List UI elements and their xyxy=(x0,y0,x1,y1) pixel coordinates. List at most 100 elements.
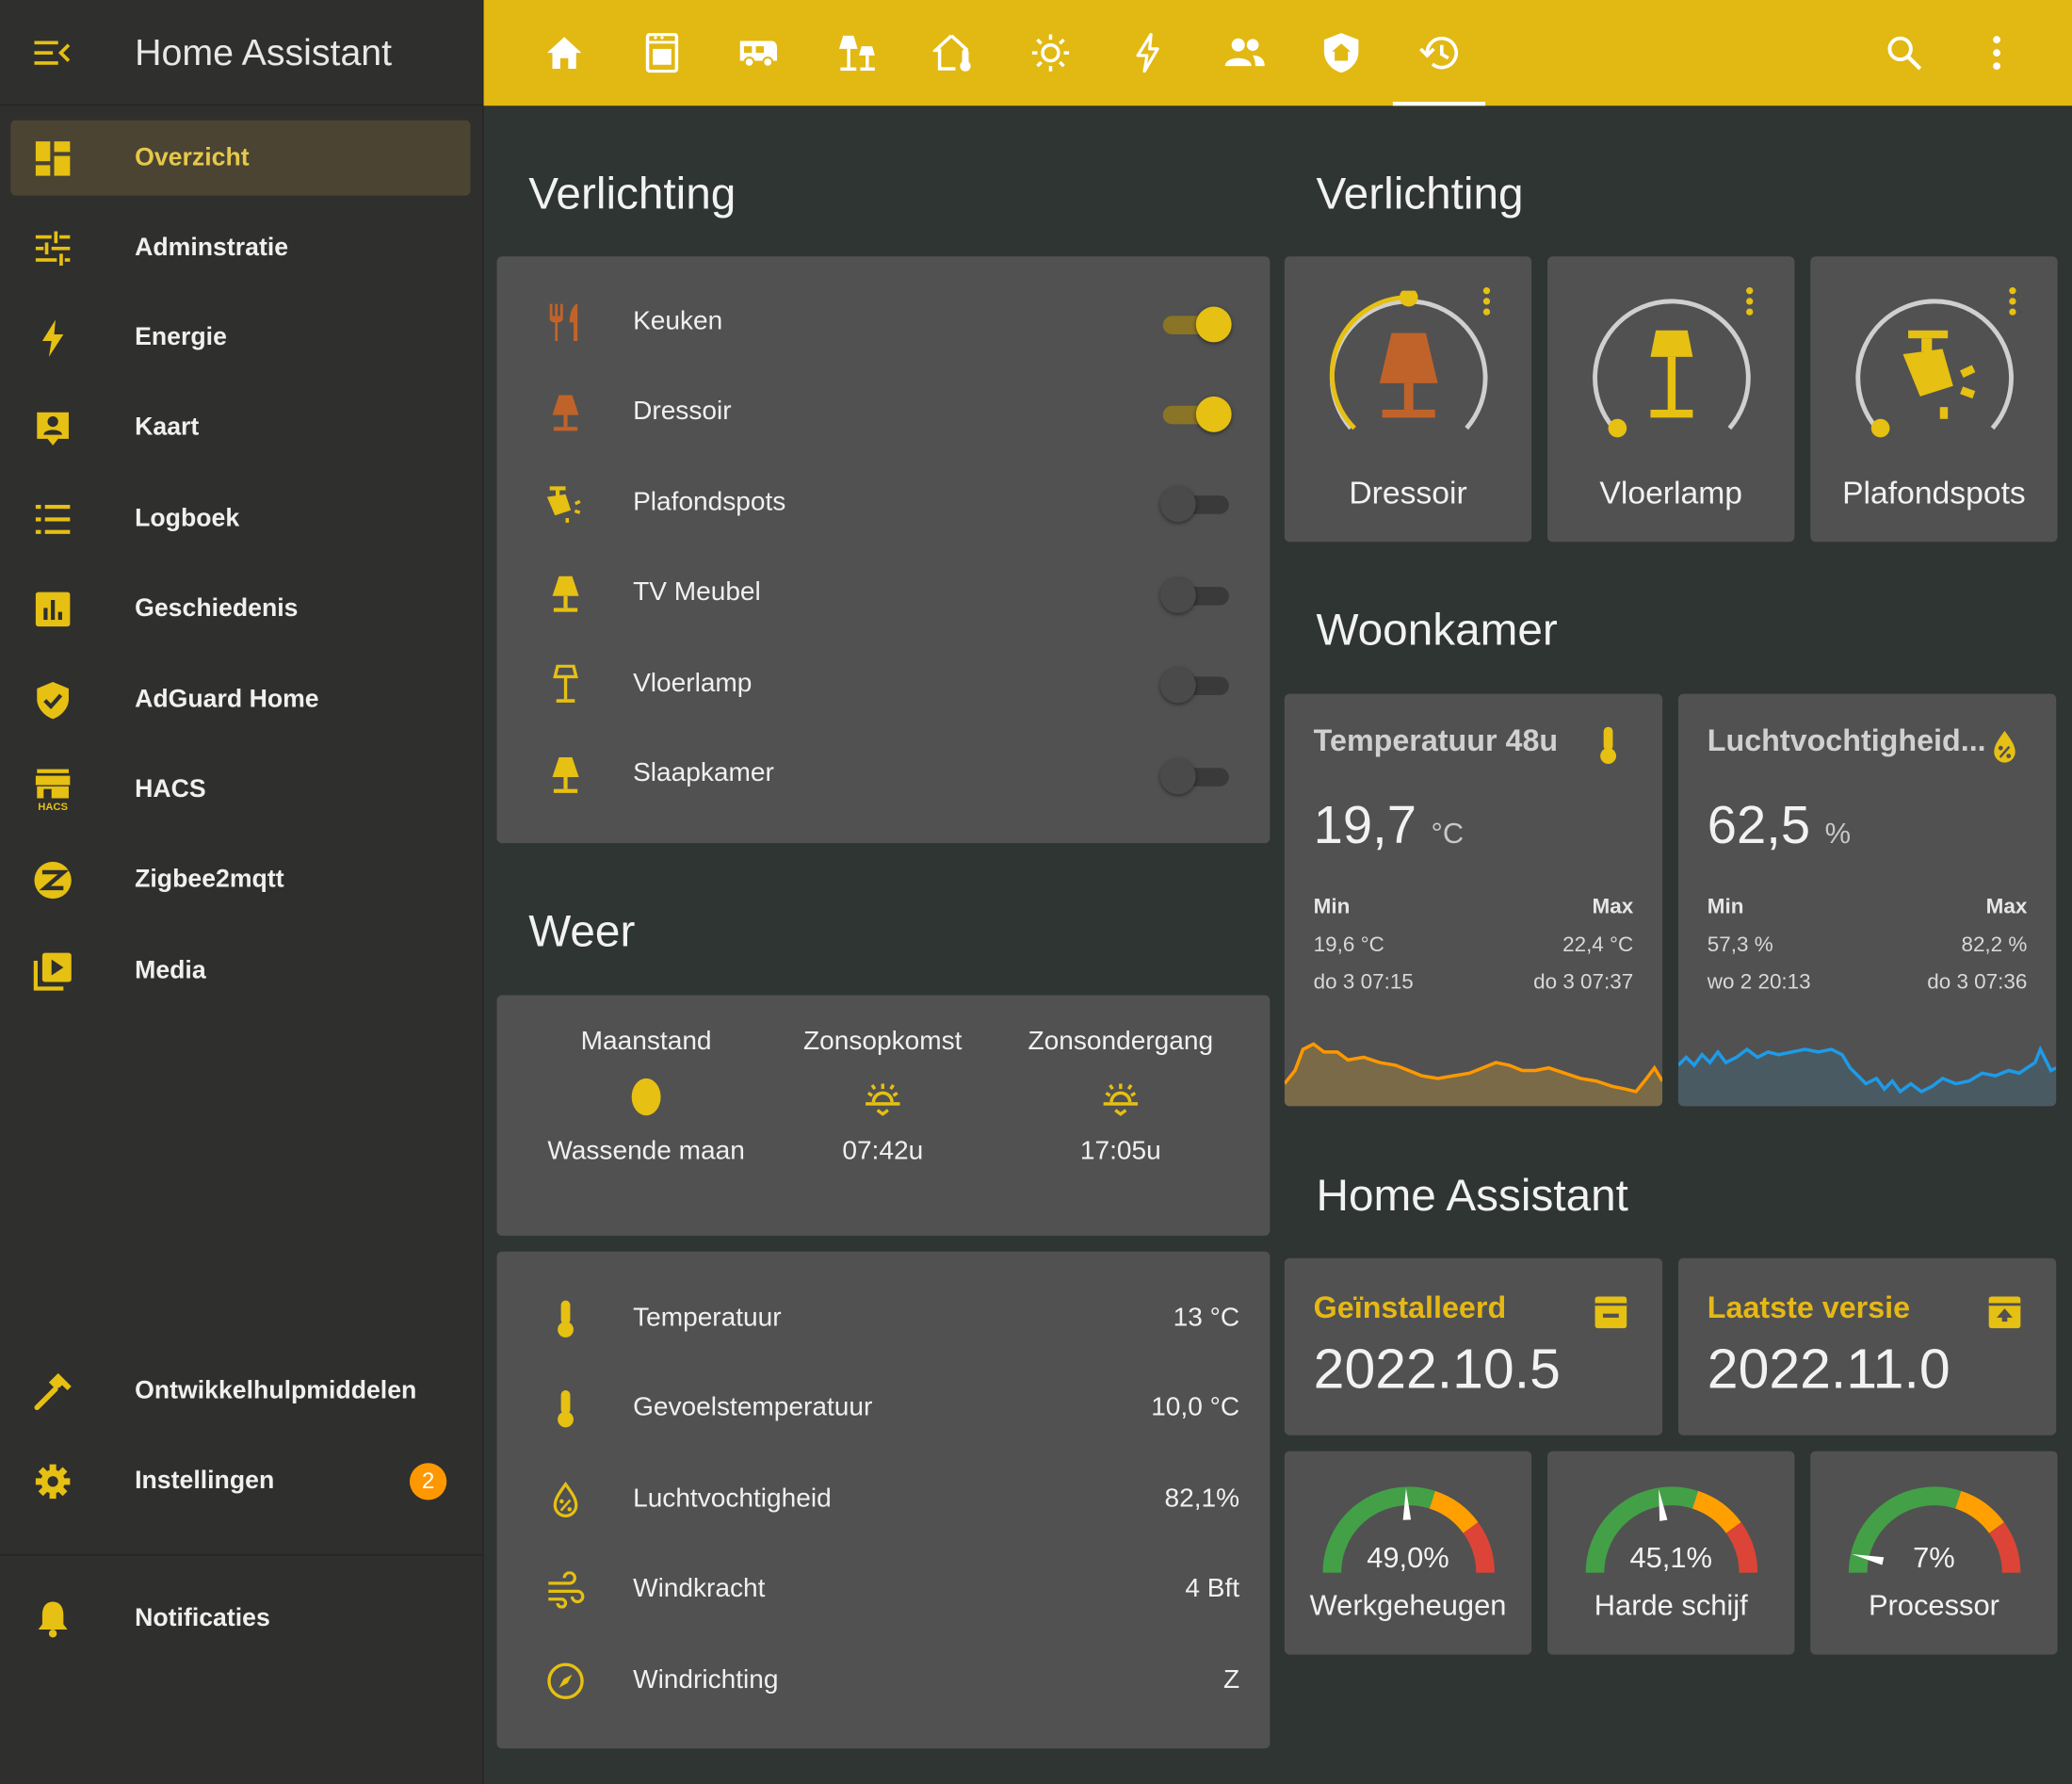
home-thermometer-icon xyxy=(932,34,971,72)
more-vertical-icon[interactable] xyxy=(1479,285,1495,322)
light-row-label: Plafondspots xyxy=(633,487,786,517)
gauge-needle xyxy=(1402,1487,1412,1520)
brightness-dial[interactable] xyxy=(1321,290,1496,439)
sidebar-item-overzicht[interactable]: Overzicht xyxy=(10,120,471,196)
home-shield-icon xyxy=(1323,33,1359,73)
brightness-knob[interactable] xyxy=(1870,418,1890,438)
lamp-icon xyxy=(552,756,579,793)
lamps-icon xyxy=(838,35,875,72)
sidebar-item-instellingen[interactable]: Instellingen 2 xyxy=(10,1443,470,1518)
max-time: do 3 07:36 xyxy=(1927,971,2028,995)
more-vertical-icon[interactable] xyxy=(2005,285,2021,322)
menu-collapse-icon xyxy=(34,40,71,65)
max-time: do 3 07:37 xyxy=(1533,971,1634,995)
sensor-card-humidity[interactable]: Luchtvochtigheid... 62,5 % Min Max 57,3 … xyxy=(1677,693,2057,1107)
wall-oven-icon xyxy=(645,33,679,73)
water-percent-icon xyxy=(1994,730,2015,763)
vloerlamp-toggle[interactable] xyxy=(1159,663,1232,705)
sidebar-item-geschiedenis[interactable]: Geschiedenis xyxy=(10,571,470,646)
slaapkamer-toggle[interactable] xyxy=(1159,754,1232,797)
tab-weather[interactable] xyxy=(1004,0,1096,105)
min-time: do 3 07:15 xyxy=(1313,971,1414,995)
sidebar-item-ontwikkelhulpmiddelen[interactable]: Ontwikkelhulpmiddelen xyxy=(10,1354,470,1429)
brightness-dial[interactable] xyxy=(1584,291,1758,439)
dressoir-toggle[interactable] xyxy=(1160,393,1232,435)
thermometer-icon xyxy=(558,1300,574,1338)
light-tile-dressoir[interactable]: Dressoir xyxy=(1284,256,1532,543)
weather-row-value: 13 °C xyxy=(1173,1303,1240,1333)
tab-people[interactable] xyxy=(1199,0,1291,105)
gauge-dial xyxy=(1585,1486,1758,1574)
sensor-value: 62,5 % xyxy=(1708,797,1851,856)
light-row-icon xyxy=(544,573,587,615)
light-tile-name: Vloerlamp xyxy=(1599,476,1743,511)
keuken-toggle[interactable] xyxy=(1160,302,1232,345)
light-tile-plafondspots[interactable]: Plafondspots xyxy=(1810,256,2058,543)
sidebar-item-notificaties[interactable]: Notificaties xyxy=(10,1581,470,1656)
section-heading-weer: Weer xyxy=(528,906,636,957)
light-row-icon xyxy=(544,391,587,433)
sidebar-item-energie[interactable]: Energie xyxy=(10,300,470,376)
brightness-dial[interactable] xyxy=(1848,291,2022,439)
more-vertical-icon[interactable] xyxy=(1741,285,1757,322)
max-value: 82,2 % xyxy=(1961,933,2028,957)
sensor-card-temperature[interactable]: Temperatuur 48u 19,7 °C Min Max 19,6 °C … xyxy=(1284,693,1663,1107)
sidebar-item-hacs[interactable]: HACS HACS xyxy=(10,752,470,827)
brightness-knob[interactable] xyxy=(1608,418,1627,438)
sidebar-item-logboek[interactable]: Logboek xyxy=(10,481,470,557)
sidebar-item-adguard[interactable]: AdGuard Home xyxy=(10,662,470,738)
menu-toggle-button[interactable] xyxy=(0,37,105,69)
tab-history[interactable] xyxy=(1392,0,1486,106)
astro-column-sunrise: Zonsopkomst 07:42u xyxy=(764,1027,1002,1167)
gauge-card-memory[interactable]: 49,0% Werkgeheugen xyxy=(1284,1451,1532,1655)
lamp-icon xyxy=(1379,332,1438,418)
sidebar-item-media[interactable]: Media xyxy=(10,933,470,1009)
top-bar xyxy=(483,0,2072,106)
plafondspots-toggle[interactable] xyxy=(1159,482,1232,525)
sidebar-item-label: Geschiedenis xyxy=(135,593,299,623)
sidebar-item-adminstratie[interactable]: Adminstratie xyxy=(10,210,470,285)
tab-lights[interactable] xyxy=(810,0,902,105)
tab-energy[interactable] xyxy=(1101,0,1193,105)
tab-home[interactable] xyxy=(518,0,610,105)
gauge-card-processor[interactable]: 7% Processor xyxy=(1810,1451,2058,1655)
tab-kitchen[interactable] xyxy=(616,0,708,105)
version-card-latest[interactable]: Laatste versie 2022.11.0 xyxy=(1677,1257,2057,1435)
sidebar-item-zigbee2mqtt[interactable]: Zigbee2mqtt xyxy=(10,842,470,917)
brightness-knob[interactable] xyxy=(1399,290,1418,307)
gauge-value: 7% xyxy=(1913,1541,1955,1575)
version-card-installed[interactable]: Geïnstalleerd 2022.10.5 xyxy=(1284,1257,1663,1435)
sidebar-item-kaart[interactable]: Kaart xyxy=(10,390,470,465)
astro-column-moon: Maanstand Wassende maan xyxy=(527,1027,766,1167)
sensor-value: 19,7 °C xyxy=(1314,797,1464,856)
weather-row-value: 82,1% xyxy=(1164,1484,1240,1514)
weather-row-value: Z xyxy=(1222,1664,1240,1695)
sidebar-divider xyxy=(0,1554,484,1556)
search-button[interactable] xyxy=(1858,0,1951,105)
tab-security[interactable] xyxy=(1295,0,1387,105)
sensor-title: Luchtvochtigheid... xyxy=(1707,722,1986,757)
compass-icon xyxy=(547,1662,584,1699)
thermometer-icon xyxy=(1600,726,1616,764)
more-options-button[interactable] xyxy=(1951,0,2043,105)
gauge-card-disk[interactable]: 45,1% Harde schijf xyxy=(1547,1451,1795,1655)
section-heading-verlichting: Verlichting xyxy=(528,169,737,219)
floor-lamp-icon xyxy=(553,664,578,703)
rv-truck-icon xyxy=(739,41,778,68)
list-icon xyxy=(35,504,71,534)
tab-camper[interactable] xyxy=(712,0,804,105)
gauge-segment xyxy=(1848,1486,1962,1573)
version-title: Laatste versie xyxy=(1707,1289,1911,1324)
gauge-dial xyxy=(1848,1486,2021,1574)
astro-value: 07:42u xyxy=(842,1136,924,1166)
ceiling-spot-icon xyxy=(1902,330,1976,419)
weather-row-icon xyxy=(544,1479,587,1521)
light-tile-vloerlamp[interactable]: Vloerlamp xyxy=(1547,256,1795,543)
more-vertical-icon xyxy=(1993,36,2001,71)
tab-climate[interactable] xyxy=(908,0,1000,105)
tv-meubel-toggle[interactable] xyxy=(1159,574,1232,616)
light-row-label: Keuken xyxy=(633,306,723,336)
gauge-name: Harde schijf xyxy=(1594,1588,1748,1622)
light-row-label: Dressoir xyxy=(633,396,732,426)
gauge-value: 45,1% xyxy=(1629,1541,1712,1575)
